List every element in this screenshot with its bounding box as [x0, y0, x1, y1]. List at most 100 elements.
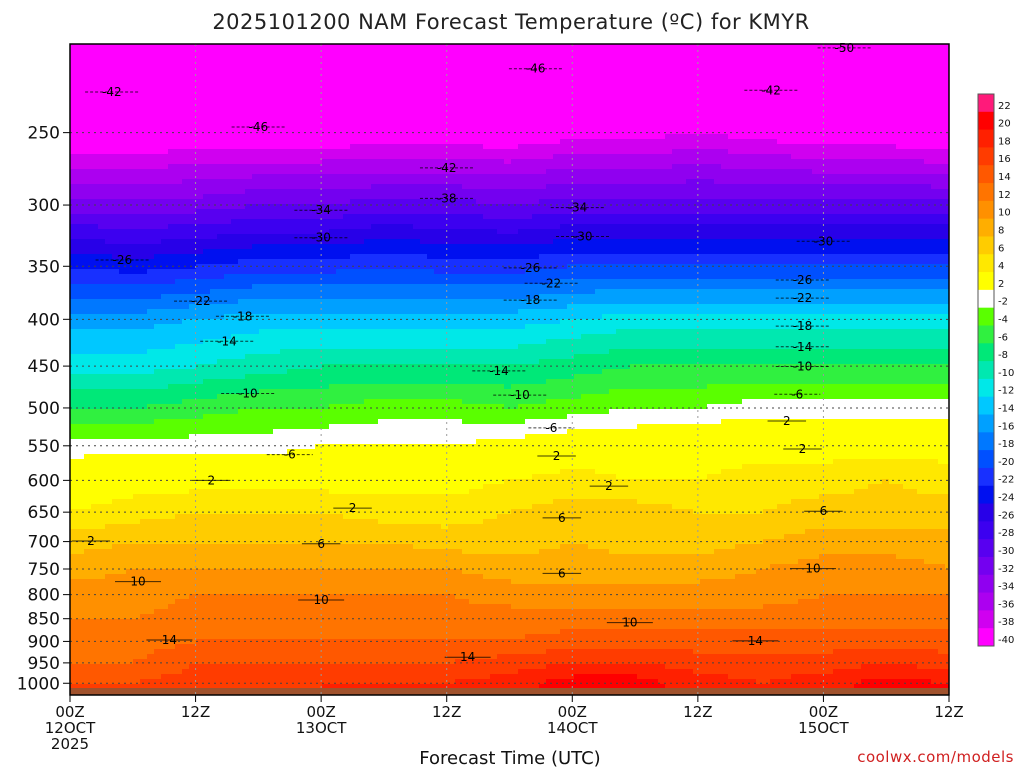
heatmap-cell — [616, 194, 624, 200]
heatmap-cell — [441, 169, 449, 175]
heatmap-cell — [322, 74, 330, 80]
heatmap-cell — [644, 84, 652, 90]
heatmap-cell — [385, 124, 393, 130]
heatmap-cell — [329, 179, 337, 185]
heatmap-cell — [210, 159, 218, 165]
heatmap-cell — [91, 234, 99, 240]
heatmap-cell — [721, 94, 729, 100]
heatmap-cell — [609, 179, 617, 185]
heatmap-cell — [784, 169, 792, 175]
heatmap-cell — [294, 199, 302, 205]
heatmap-cell — [287, 119, 295, 125]
heatmap-cell — [140, 44, 148, 50]
heatmap-cell — [231, 64, 239, 70]
heatmap-cell — [847, 229, 855, 235]
heatmap-cell — [847, 69, 855, 75]
heatmap-cell — [798, 149, 806, 155]
heatmap-cell — [693, 94, 701, 100]
heatmap-cell — [182, 84, 190, 90]
heatmap-cell — [77, 94, 85, 100]
heatmap-cell — [294, 144, 302, 150]
heatmap-cell — [287, 214, 295, 220]
heatmap-cell — [756, 119, 764, 125]
heatmap-cell — [280, 209, 288, 215]
heatmap-cell — [721, 129, 729, 135]
heatmap-cell — [770, 159, 778, 165]
heatmap-cell — [707, 194, 715, 200]
heatmap-cell — [889, 119, 897, 125]
heatmap-cell — [133, 169, 141, 175]
heatmap-cell — [763, 229, 771, 235]
heatmap-cell — [140, 144, 148, 150]
heatmap-cell — [784, 74, 792, 80]
heatmap-cell — [511, 119, 519, 125]
heatmap-cell — [616, 89, 624, 95]
heatmap-cell — [189, 239, 197, 245]
heatmap-cell — [567, 164, 575, 170]
heatmap-cell — [742, 159, 750, 165]
heatmap-cell — [427, 189, 435, 195]
heatmap-cell — [238, 89, 246, 95]
heatmap-cell — [455, 104, 463, 110]
heatmap-cell — [826, 154, 834, 160]
heatmap-cell — [805, 99, 813, 105]
heatmap-cell — [350, 124, 358, 130]
heatmap-cell — [693, 84, 701, 90]
heatmap-cell — [875, 144, 883, 150]
heatmap-cell — [693, 104, 701, 110]
heatmap-cell — [98, 174, 106, 180]
heatmap-cell — [259, 89, 267, 95]
heatmap-cell — [532, 174, 540, 180]
heatmap-cell — [70, 89, 78, 95]
heatmap-cell — [448, 79, 456, 85]
heatmap-cell — [399, 174, 407, 180]
heatmap-cell — [364, 49, 372, 55]
heatmap-cell — [126, 174, 134, 180]
heatmap-cell — [903, 139, 911, 145]
heatmap-cell — [672, 54, 680, 60]
heatmap-cell — [406, 239, 414, 245]
heatmap-cell — [350, 144, 358, 150]
heatmap-cell — [84, 234, 92, 240]
heatmap-cell — [777, 99, 785, 105]
heatmap-cell — [567, 149, 575, 155]
heatmap-cell — [133, 69, 141, 75]
heatmap-cell — [588, 139, 596, 145]
heatmap-cell — [336, 49, 344, 55]
heatmap-cell — [714, 104, 722, 110]
heatmap-cell — [630, 159, 638, 165]
heatmap-cell — [763, 59, 771, 65]
heatmap-cell — [427, 149, 435, 155]
heatmap-cell — [504, 179, 512, 185]
heatmap-cell — [490, 134, 498, 140]
heatmap-cell — [462, 59, 470, 65]
heatmap-cell — [245, 99, 253, 105]
heatmap-cell — [882, 164, 890, 170]
heatmap-cell — [84, 144, 92, 150]
heatmap-cell — [287, 229, 295, 235]
heatmap-cell — [693, 194, 701, 200]
heatmap-cell — [350, 234, 358, 240]
heatmap-cell — [574, 159, 582, 165]
heatmap-cell — [840, 64, 848, 70]
heatmap-cell — [812, 104, 820, 110]
heatmap-cell — [616, 119, 624, 125]
heatmap-cell — [595, 69, 603, 75]
heatmap-cell — [119, 64, 127, 70]
heatmap-cell — [126, 84, 134, 90]
heatmap-cell — [231, 134, 239, 140]
heatmap-cell — [490, 54, 498, 60]
heatmap-cell — [105, 104, 113, 110]
heatmap-cell — [749, 119, 757, 125]
heatmap-cell — [525, 129, 533, 135]
heatmap-cell — [903, 214, 911, 220]
heatmap-cell — [210, 199, 218, 205]
heatmap-cell — [763, 99, 771, 105]
heatmap-cell — [385, 194, 393, 200]
heatmap-cell — [609, 129, 617, 135]
heatmap-cell — [826, 199, 834, 205]
heatmap-cell — [637, 54, 645, 60]
heatmap-cell — [560, 74, 568, 80]
heatmap-cell — [784, 119, 792, 125]
heatmap-cell — [301, 229, 309, 235]
